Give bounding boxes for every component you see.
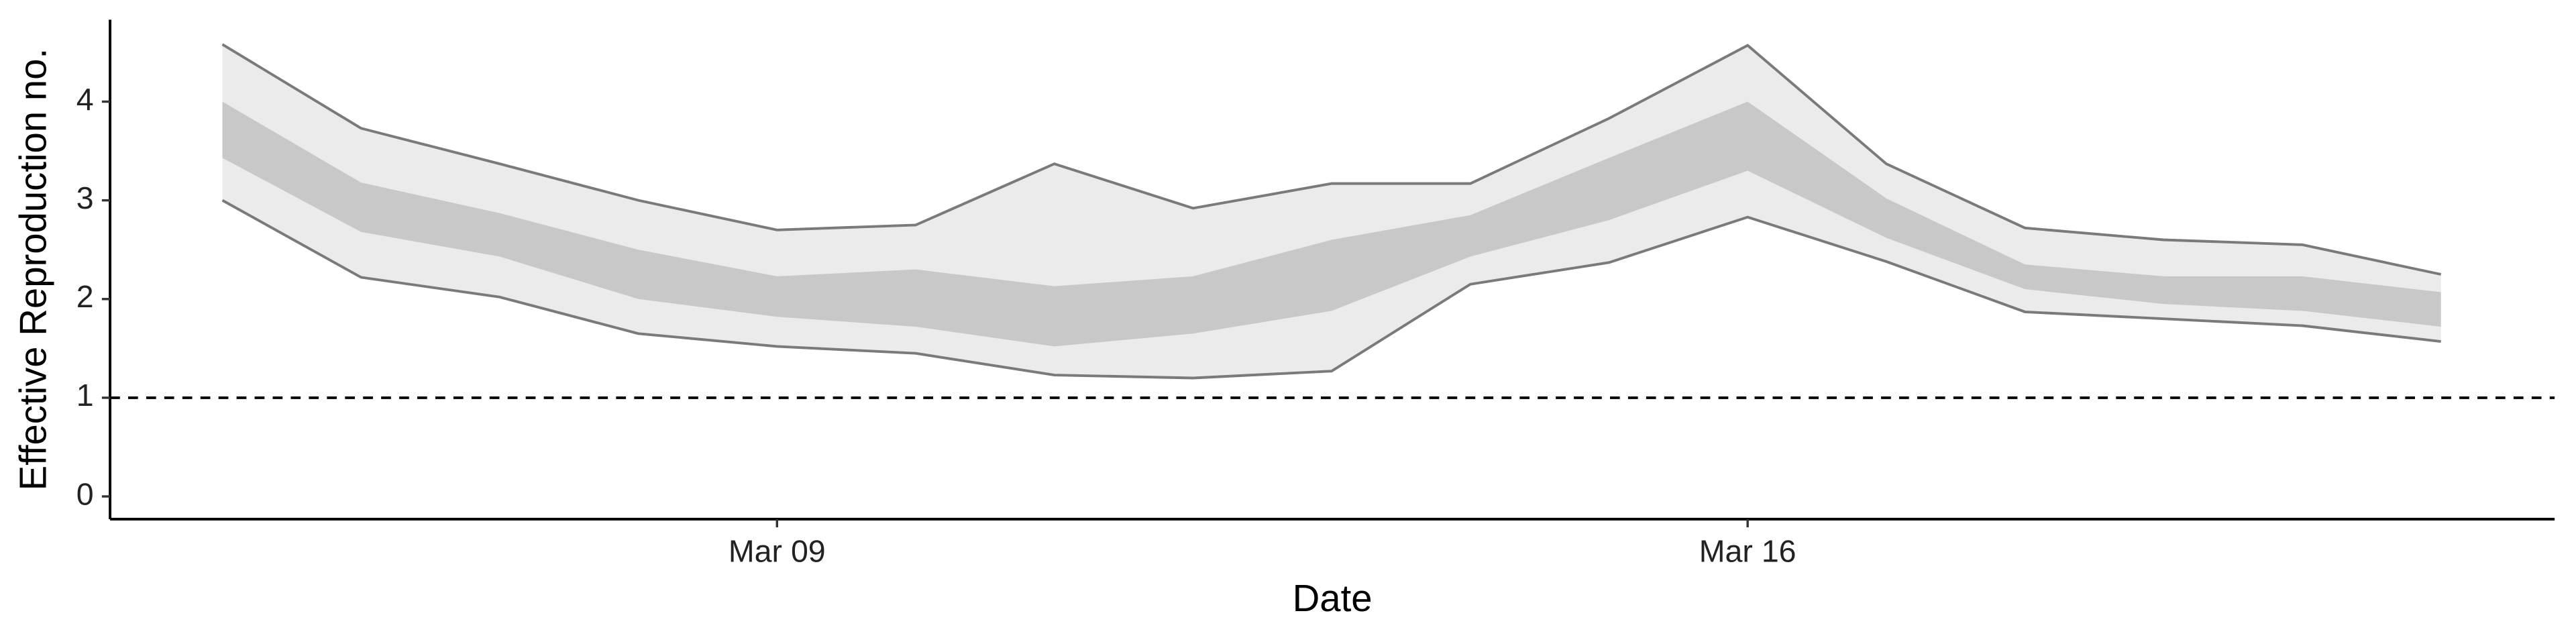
y-tick-label: 3 [76, 180, 94, 215]
y-axis-title: Effective Reproduction no. [12, 48, 54, 490]
y-tick-label: 1 [76, 378, 94, 413]
y-tick-label: 4 [76, 82, 94, 117]
bound-line [221, 199, 2441, 380]
band-90 [222, 44, 2441, 378]
x-axis-title: Date [1293, 577, 1373, 619]
y-tick-label: 2 [76, 279, 94, 314]
x-tick-label: Mar 16 [1699, 534, 1796, 569]
x-tick-label: Mar 09 [729, 534, 826, 569]
y-tick-label: 0 [76, 476, 94, 511]
bound-line [221, 43, 2442, 276]
band-50 [222, 101, 2441, 347]
